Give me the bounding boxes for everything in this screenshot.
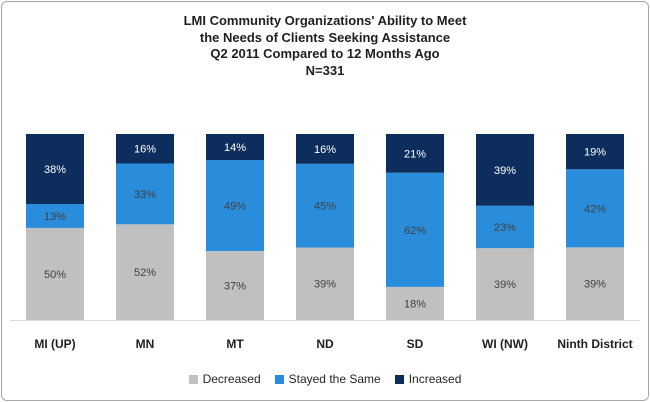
bar-segment-stayed-the-same — [296, 163, 354, 248]
data-label: 16% — [134, 144, 156, 156]
chart-title-line-4: N=331 — [305, 62, 345, 78]
data-label: 21% — [404, 148, 426, 160]
bar-segment-decreased — [206, 251, 264, 320]
legend-item-stayed-the-same: Stayed the Same — [274, 372, 381, 386]
data-label: 39% — [314, 279, 336, 291]
data-label: 19% — [584, 147, 606, 159]
bar-segment-stayed-the-same — [116, 163, 174, 225]
data-label: 13% — [44, 211, 66, 223]
data-label: 39% — [494, 279, 516, 291]
bar-segment-decreased — [296, 247, 354, 320]
category-label: SD — [407, 337, 424, 351]
bar-segment-increased — [206, 134, 264, 160]
legend-label-stayed-the-same: Stayed the Same — [288, 372, 381, 386]
data-label: 42% — [584, 203, 606, 215]
category-label: MN — [136, 337, 155, 351]
bar-segment-stayed-the-same — [566, 169, 624, 248]
chart-title: LMI Community Organizations' Ability to … — [2, 13, 648, 79]
data-label: 39% — [584, 279, 606, 291]
data-label: 45% — [314, 201, 336, 213]
bar-segment-stayed-the-same — [206, 160, 264, 252]
data-label: 38% — [44, 164, 66, 176]
data-label: 23% — [494, 222, 516, 234]
bar-segment-increased — [296, 134, 354, 164]
legend-item-increased: Increased — [394, 372, 462, 386]
bar-segment-decreased — [476, 248, 534, 320]
data-label: 18% — [404, 298, 426, 310]
category-label: WI (NW) — [482, 337, 528, 351]
bar-segment-stayed-the-same — [26, 204, 84, 228]
data-label: 37% — [224, 281, 246, 293]
bar-segment-increased — [566, 134, 624, 170]
data-label: 39% — [494, 165, 516, 177]
bar-segment-increased — [476, 134, 534, 206]
bar-segment-increased — [116, 134, 174, 164]
bar-segment-decreased — [566, 247, 624, 320]
bar-segment-increased — [26, 134, 84, 204]
legend-swatch-stayed-the-same — [274, 374, 284, 384]
legend-label-increased: Increased — [408, 372, 462, 386]
legend-swatch-decreased — [188, 374, 198, 384]
legend-label-decreased: Decreased — [202, 372, 261, 386]
bar-segment-decreased — [386, 286, 444, 320]
bar-segment-decreased — [116, 224, 174, 320]
legend-item-decreased: Decreased — [188, 372, 261, 386]
data-label: 16% — [314, 144, 336, 156]
data-label: 14% — [224, 142, 246, 154]
bar-segment-decreased — [26, 227, 84, 320]
chart-title-line-2: the Needs of Clients Seeking Assistance — [199, 29, 451, 45]
bar-segment-increased — [386, 134, 444, 173]
data-label: 50% — [44, 269, 66, 281]
legend: Decreased Stayed the Same Increased — [2, 372, 648, 386]
category-label: Ninth District — [557, 337, 632, 351]
chart-title-line-3: Q2 2011 Compared to 12 Months Ago — [210, 46, 440, 61]
chart-title-line-1: LMI Community Organizations' Ability to … — [183, 13, 467, 28]
data-label: 33% — [134, 189, 156, 201]
data-label: 62% — [404, 225, 426, 237]
category-label: MI (UP) — [34, 337, 75, 351]
data-label: 49% — [224, 201, 246, 213]
bar-segment-stayed-the-same — [476, 205, 534, 249]
data-label: 52% — [134, 267, 156, 279]
bar-segment-stayed-the-same — [386, 172, 444, 287]
category-label: ND — [316, 337, 334, 351]
legend-swatch-increased — [394, 374, 404, 384]
category-label: MT — [226, 337, 244, 351]
